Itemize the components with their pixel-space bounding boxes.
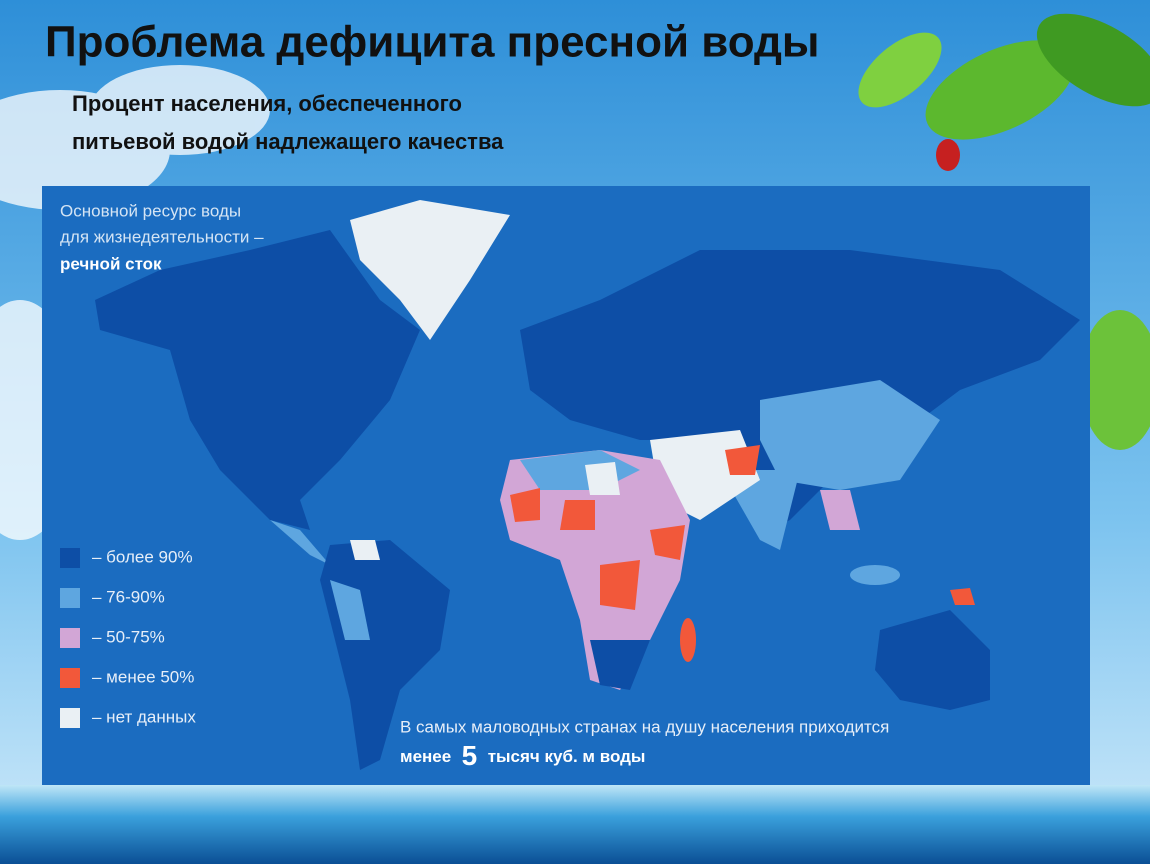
- legend-swatch: [60, 628, 80, 648]
- legend-swatch: [60, 548, 80, 568]
- water: [0, 785, 1150, 864]
- leaves: [858, 13, 1150, 450]
- title: Проблема дефицита пресной воды: [45, 18, 820, 67]
- note-text: менее: [400, 747, 451, 766]
- legend-label: – 76-90%: [92, 587, 165, 606]
- subtitle: Процент населения, обеспеченного: [72, 91, 462, 116]
- map-note: менее 5 тысяч куб. м воды: [400, 740, 645, 771]
- legend-label: – менее 50%: [92, 667, 194, 686]
- legend-label: – 50-75%: [92, 627, 165, 646]
- legend-swatch: [60, 708, 80, 728]
- map-caption: речной сток: [60, 254, 162, 273]
- map-note: В самых маловодных странах на душу насел…: [400, 717, 889, 736]
- world-map: [95, 200, 1080, 770]
- subtitle: питьевой водой надлежащего качества: [72, 129, 504, 154]
- legend-label: – более 90%: [92, 547, 193, 566]
- note-number: 5: [462, 740, 478, 771]
- legend-swatch: [60, 668, 80, 688]
- legend-swatch: [60, 588, 80, 608]
- map-caption: для жизнедеятельности –: [60, 227, 264, 246]
- legend-label: – нет данных: [92, 707, 196, 726]
- legend: – более 90% – 76-90% – 50-75% – менее 50% – …: [60, 547, 196, 728]
- map-caption: Основной ресурс воды: [60, 201, 241, 220]
- note-text: тысяч куб. м воды: [488, 747, 646, 766]
